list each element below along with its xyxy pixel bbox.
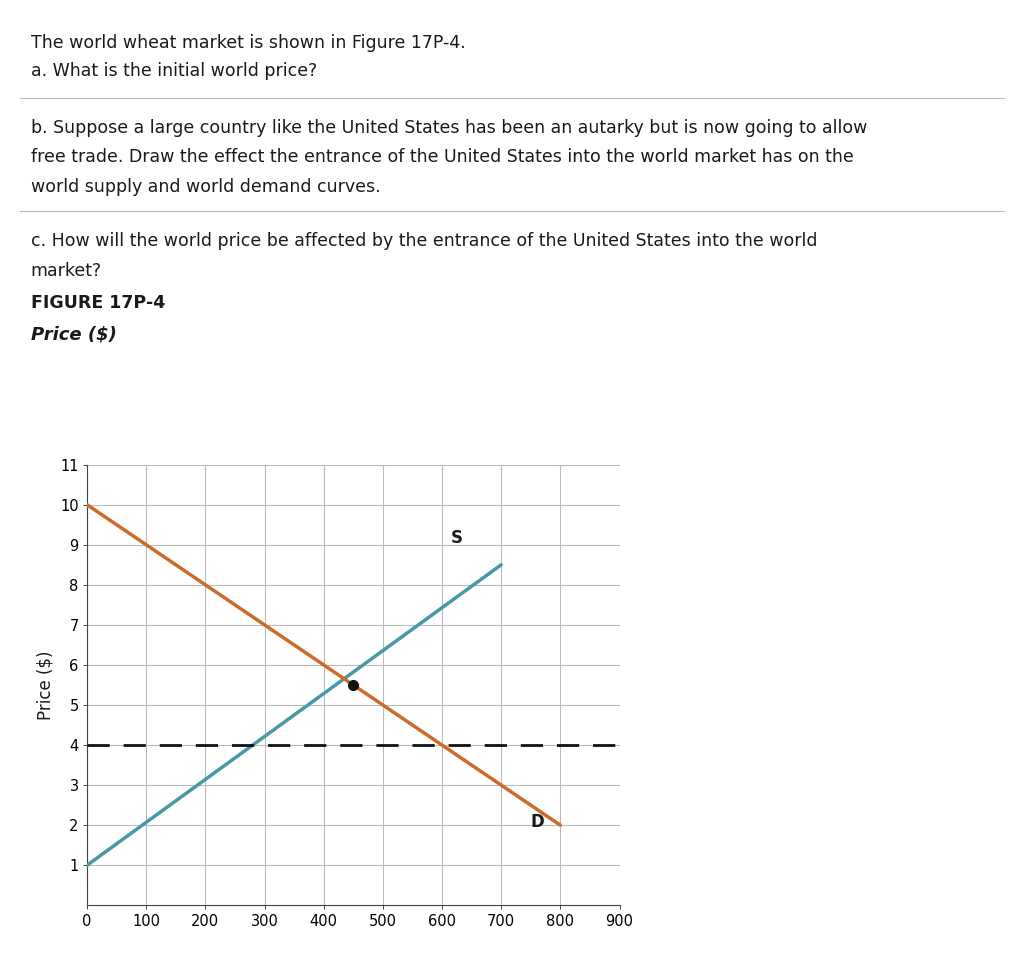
Text: D: D: [530, 813, 545, 832]
Y-axis label: Price ($): Price ($): [37, 650, 54, 719]
Text: b. Suppose a large country like the United States has been an autarky but is now: b. Suppose a large country like the Unit…: [31, 119, 867, 137]
Text: market?: market?: [31, 262, 101, 280]
Text: Price ($): Price ($): [31, 326, 117, 344]
Text: The world wheat market is shown in Figure 17P-4.: The world wheat market is shown in Figur…: [31, 34, 466, 52]
Text: FIGURE 17P-4: FIGURE 17P-4: [31, 294, 165, 312]
Text: a. What is the initial world price?: a. What is the initial world price?: [31, 62, 317, 80]
Text: free trade. Draw the effect the entrance of the United States into the world mar: free trade. Draw the effect the entrance…: [31, 148, 853, 167]
Text: c. How will the world price be affected by the entrance of the United States int: c. How will the world price be affected …: [31, 232, 817, 250]
Text: S: S: [451, 529, 463, 547]
Text: world supply and world demand curves.: world supply and world demand curves.: [31, 178, 380, 196]
